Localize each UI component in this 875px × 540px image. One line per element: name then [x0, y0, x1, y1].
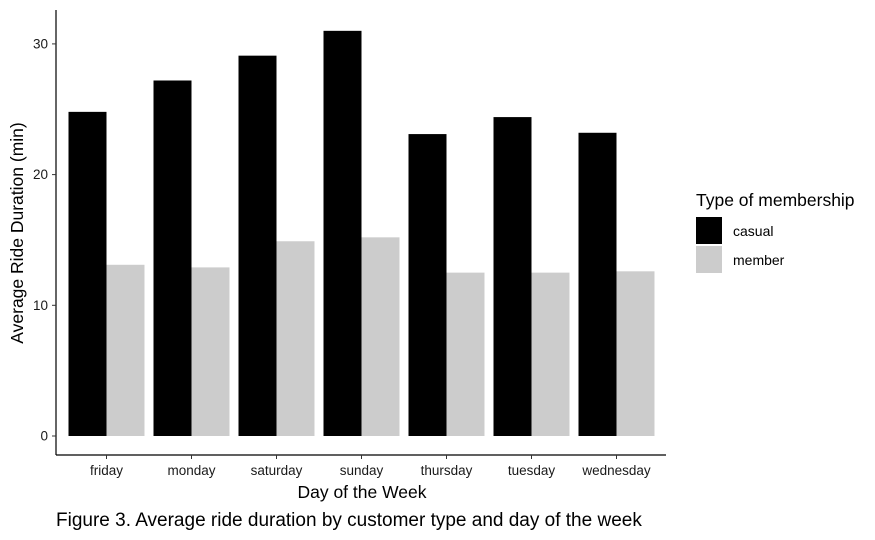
bar-casual-thursday — [408, 134, 447, 436]
bar-member-sunday — [361, 237, 400, 436]
bar-casual-monday — [153, 80, 192, 436]
bar-member-thursday — [446, 272, 485, 436]
legend-swatch-casual — [696, 217, 722, 244]
y-tick-label-10: 10 — [33, 298, 48, 313]
bar-member-saturday — [276, 241, 315, 436]
x-tick-label-saturday: saturday — [251, 463, 303, 478]
legend-label-member: member — [733, 252, 785, 268]
bar-casual-tuesday — [493, 117, 532, 436]
bar-member-monday — [191, 267, 230, 436]
y-axis-title: Average Ride Duration (min) — [7, 122, 27, 343]
x-tick-label-wednesday: wednesday — [581, 463, 651, 478]
y-tick-label-30: 30 — [33, 36, 48, 51]
x-tick-label-sunday: sunday — [340, 463, 384, 478]
y-tick-label-20: 20 — [33, 167, 48, 182]
legend-items: casual member — [696, 217, 785, 273]
bar-casual-sunday — [323, 30, 362, 437]
legend-swatch-member — [696, 246, 722, 273]
legend: Type of membership casual member — [696, 190, 855, 273]
x-tick-label-tuesday: tuesday — [508, 463, 556, 478]
bar-casual-saturday — [238, 55, 277, 437]
x-axis-title: Day of the Week — [297, 482, 426, 502]
x-tick-label-thursday: thursday — [421, 463, 473, 478]
bar-casual-friday — [68, 111, 107, 436]
x-tick-label-monday: monday — [167, 463, 215, 478]
axes-layer: 0 10 20 30 friday monday saturday sunday thursda… — [33, 10, 666, 478]
bars-layer — [68, 30, 655, 437]
legend-label-casual: casual — [733, 223, 773, 239]
x-tick-label-friday: friday — [90, 463, 123, 478]
legend-title: Type of membership — [696, 190, 855, 210]
bar-casual-wednesday — [578, 132, 617, 436]
figure-caption: Figure 3. Average ride duration by custo… — [56, 510, 642, 531]
bar-member-tuesday — [531, 272, 570, 436]
bar-member-wednesday — [616, 271, 655, 436]
y-tick-label-0: 0 — [40, 429, 48, 444]
bar-member-friday — [106, 264, 145, 436]
